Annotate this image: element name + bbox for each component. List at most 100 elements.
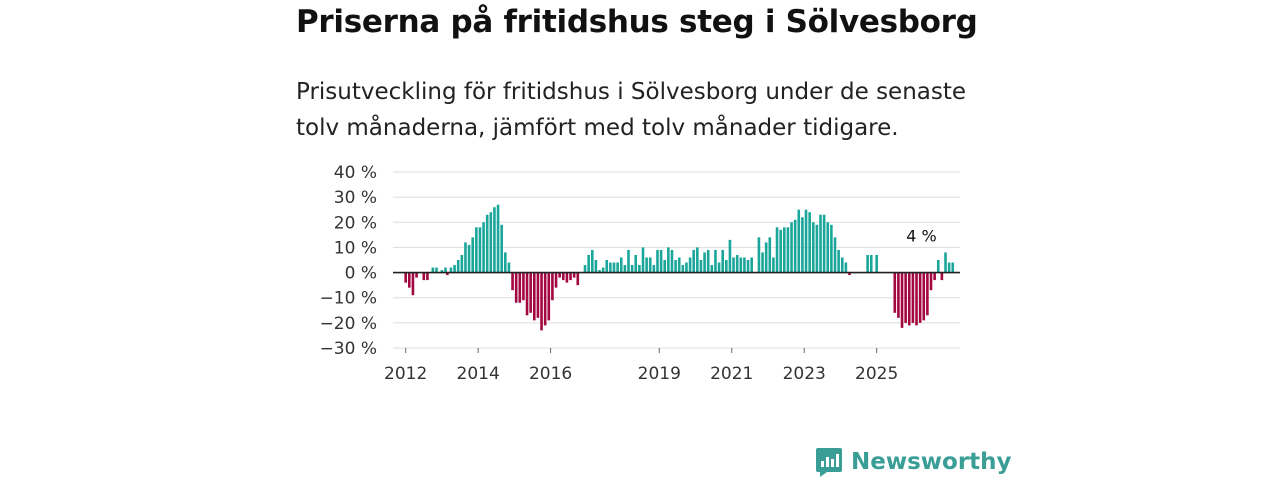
- bar: [569, 272, 572, 281]
- bar: [674, 260, 677, 273]
- bar: [761, 252, 764, 273]
- bar: [768, 237, 772, 273]
- bar: [616, 262, 619, 273]
- bar: [619, 257, 623, 273]
- bar: [638, 265, 641, 273]
- bar: [489, 212, 493, 273]
- bar: [482, 222, 485, 273]
- bar: [478, 227, 482, 273]
- bar: [790, 222, 793, 273]
- bar: [493, 207, 496, 273]
- bar: [543, 272, 547, 326]
- bar: [533, 272, 536, 321]
- bar: [444, 267, 447, 273]
- bar: [449, 267, 453, 273]
- bar: [869, 254, 873, 273]
- bar: [739, 257, 743, 273]
- bar: [518, 272, 522, 303]
- y-tick-label: 40 %: [334, 163, 377, 183]
- bar: [504, 252, 507, 273]
- bar: [826, 222, 830, 273]
- bar: [947, 262, 951, 273]
- price-change-bar-chart: 40 % 30 % 20 % 10 % 0 % −10 % −20 % −30 % 2012 2…: [320, 163, 960, 384]
- bar: [590, 249, 594, 273]
- y-tick-label: −10 %: [320, 289, 377, 309]
- bar: [779, 229, 782, 273]
- bar: [922, 272, 926, 321]
- bar: [844, 262, 848, 273]
- bar: [547, 272, 551, 321]
- bar: [456, 260, 460, 273]
- bar: [467, 244, 471, 273]
- x-tick-label: 2016: [529, 364, 572, 384]
- bar: [918, 272, 922, 323]
- bar: [804, 209, 808, 273]
- bar: [529, 272, 532, 313]
- bar: [652, 265, 656, 273]
- bar: [797, 209, 801, 273]
- newsworthy-logo-icon: [816, 448, 842, 477]
- bar: [561, 272, 565, 281]
- bar: [536, 272, 540, 318]
- bar: [782, 227, 786, 273]
- bar: [659, 249, 663, 273]
- bar: [648, 257, 652, 273]
- bar: [746, 260, 750, 273]
- chart-subtitle: Prisutveckling för fritidshus i Sölvesbo…: [296, 79, 967, 141]
- bar: [422, 272, 426, 281]
- bar: [743, 257, 746, 273]
- bar: [897, 272, 900, 318]
- bar: [426, 272, 429, 281]
- bar: [728, 239, 732, 273]
- bar: [496, 204, 500, 273]
- bar: [540, 272, 543, 331]
- bar: [485, 214, 489, 273]
- bar: [819, 214, 822, 273]
- bar: [471, 237, 475, 273]
- bar: [808, 212, 811, 273]
- bar: [793, 219, 797, 273]
- bar: [440, 270, 444, 273]
- bar: [811, 222, 815, 273]
- bar: [866, 254, 869, 273]
- bar: [514, 272, 518, 303]
- x-tick-label: 2023: [783, 364, 826, 384]
- bar: [435, 267, 438, 273]
- bar: [460, 254, 464, 273]
- bar: [840, 257, 844, 273]
- bar: [411, 272, 415, 296]
- y-tick-label: −30 %: [320, 339, 377, 359]
- bar: [630, 265, 634, 273]
- bar: [612, 262, 616, 273]
- bar: [656, 249, 659, 273]
- bar: [936, 260, 940, 273]
- bar: [525, 272, 529, 316]
- bar: [703, 252, 706, 273]
- bar: [446, 272, 449, 276]
- bar: [750, 257, 753, 273]
- bar: [710, 265, 714, 273]
- bar: [511, 272, 514, 291]
- bar: [735, 254, 739, 273]
- bar: [464, 242, 467, 273]
- bar: [663, 260, 667, 273]
- bar: [907, 272, 911, 326]
- bar: [522, 272, 525, 301]
- bar: [692, 249, 696, 273]
- bar: [688, 257, 692, 273]
- x-tick-label: 2012: [384, 364, 427, 384]
- bar: [685, 262, 688, 273]
- bar: [786, 227, 790, 273]
- bar: [554, 272, 558, 288]
- bar: [576, 272, 580, 286]
- bar: [670, 249, 674, 273]
- newsworthy-brand[interactable]: Newsworthy: [815, 446, 1012, 478]
- bar: [951, 262, 955, 273]
- bar: [706, 249, 710, 273]
- bar: [627, 249, 630, 273]
- bar: [933, 272, 936, 281]
- bar: [475, 227, 478, 273]
- y-tick-label: 30 %: [334, 188, 377, 208]
- y-tick-label: 0 %: [345, 264, 377, 284]
- bar: [565, 272, 569, 283]
